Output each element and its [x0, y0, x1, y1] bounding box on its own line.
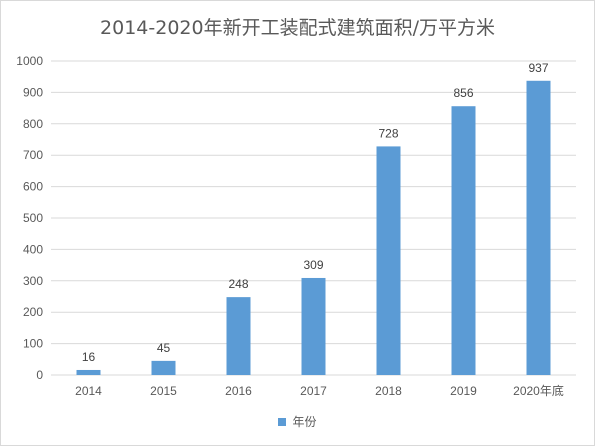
- legend-swatch: [278, 417, 287, 426]
- data-label: 728: [378, 126, 398, 140]
- x-tick-label: 2015: [150, 384, 177, 398]
- x-tick-label: 2016: [225, 384, 252, 398]
- y-tick-label: 500: [23, 211, 43, 225]
- bar: [76, 369, 101, 375]
- data-label: 16: [82, 350, 96, 364]
- y-tick-label: 700: [23, 148, 43, 162]
- y-tick-label: 100: [23, 337, 43, 351]
- x-tick-label: 2019: [450, 384, 477, 398]
- y-axis-ticks: 0 100 200 300 400 500 600 700 800 900 1000: [16, 54, 43, 382]
- legend-label: 年份: [292, 415, 317, 429]
- y-tick-label: 1000: [16, 54, 43, 68]
- legend: 年份: [1, 413, 594, 430]
- x-tick-label: 2014: [75, 384, 102, 398]
- bars: [76, 80, 551, 376]
- x-tick-label: 2020年底: [513, 383, 564, 398]
- data-label: 856: [453, 86, 473, 100]
- y-tick-label: 200: [23, 305, 43, 319]
- bar: [226, 297, 251, 375]
- data-label: 45: [157, 341, 171, 355]
- y-tick-label: 0: [36, 368, 43, 382]
- data-label: 937: [528, 61, 548, 75]
- y-tick-label: 600: [23, 180, 43, 194]
- bar: [301, 277, 326, 375]
- data-label: 248: [228, 277, 248, 291]
- bar: [526, 80, 551, 376]
- x-tick-label: 2017: [300, 384, 327, 398]
- y-tick-label: 300: [23, 274, 43, 288]
- bar: [451, 106, 476, 375]
- data-labels: 16 45 248 309 728 856 937: [82, 61, 549, 364]
- bar: [376, 146, 401, 375]
- y-tick-label: 800: [23, 117, 43, 131]
- chart-title: 2014-2020年新开工装配式建筑面积/万平方米: [100, 17, 495, 39]
- y-tick-label: 900: [23, 85, 43, 99]
- x-axis-ticks: 2014 2015 2016 2017 2018 2019 2020年底: [75, 383, 564, 398]
- data-label: 309: [303, 258, 323, 272]
- x-tick-label: 2018: [375, 384, 402, 398]
- bar: [151, 360, 176, 375]
- y-tick-label: 400: [23, 242, 43, 256]
